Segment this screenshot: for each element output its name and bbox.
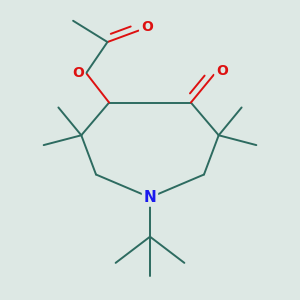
Text: N: N — [144, 190, 156, 205]
Text: O: O — [72, 66, 84, 80]
Text: O: O — [216, 64, 228, 79]
Text: O: O — [141, 20, 153, 34]
